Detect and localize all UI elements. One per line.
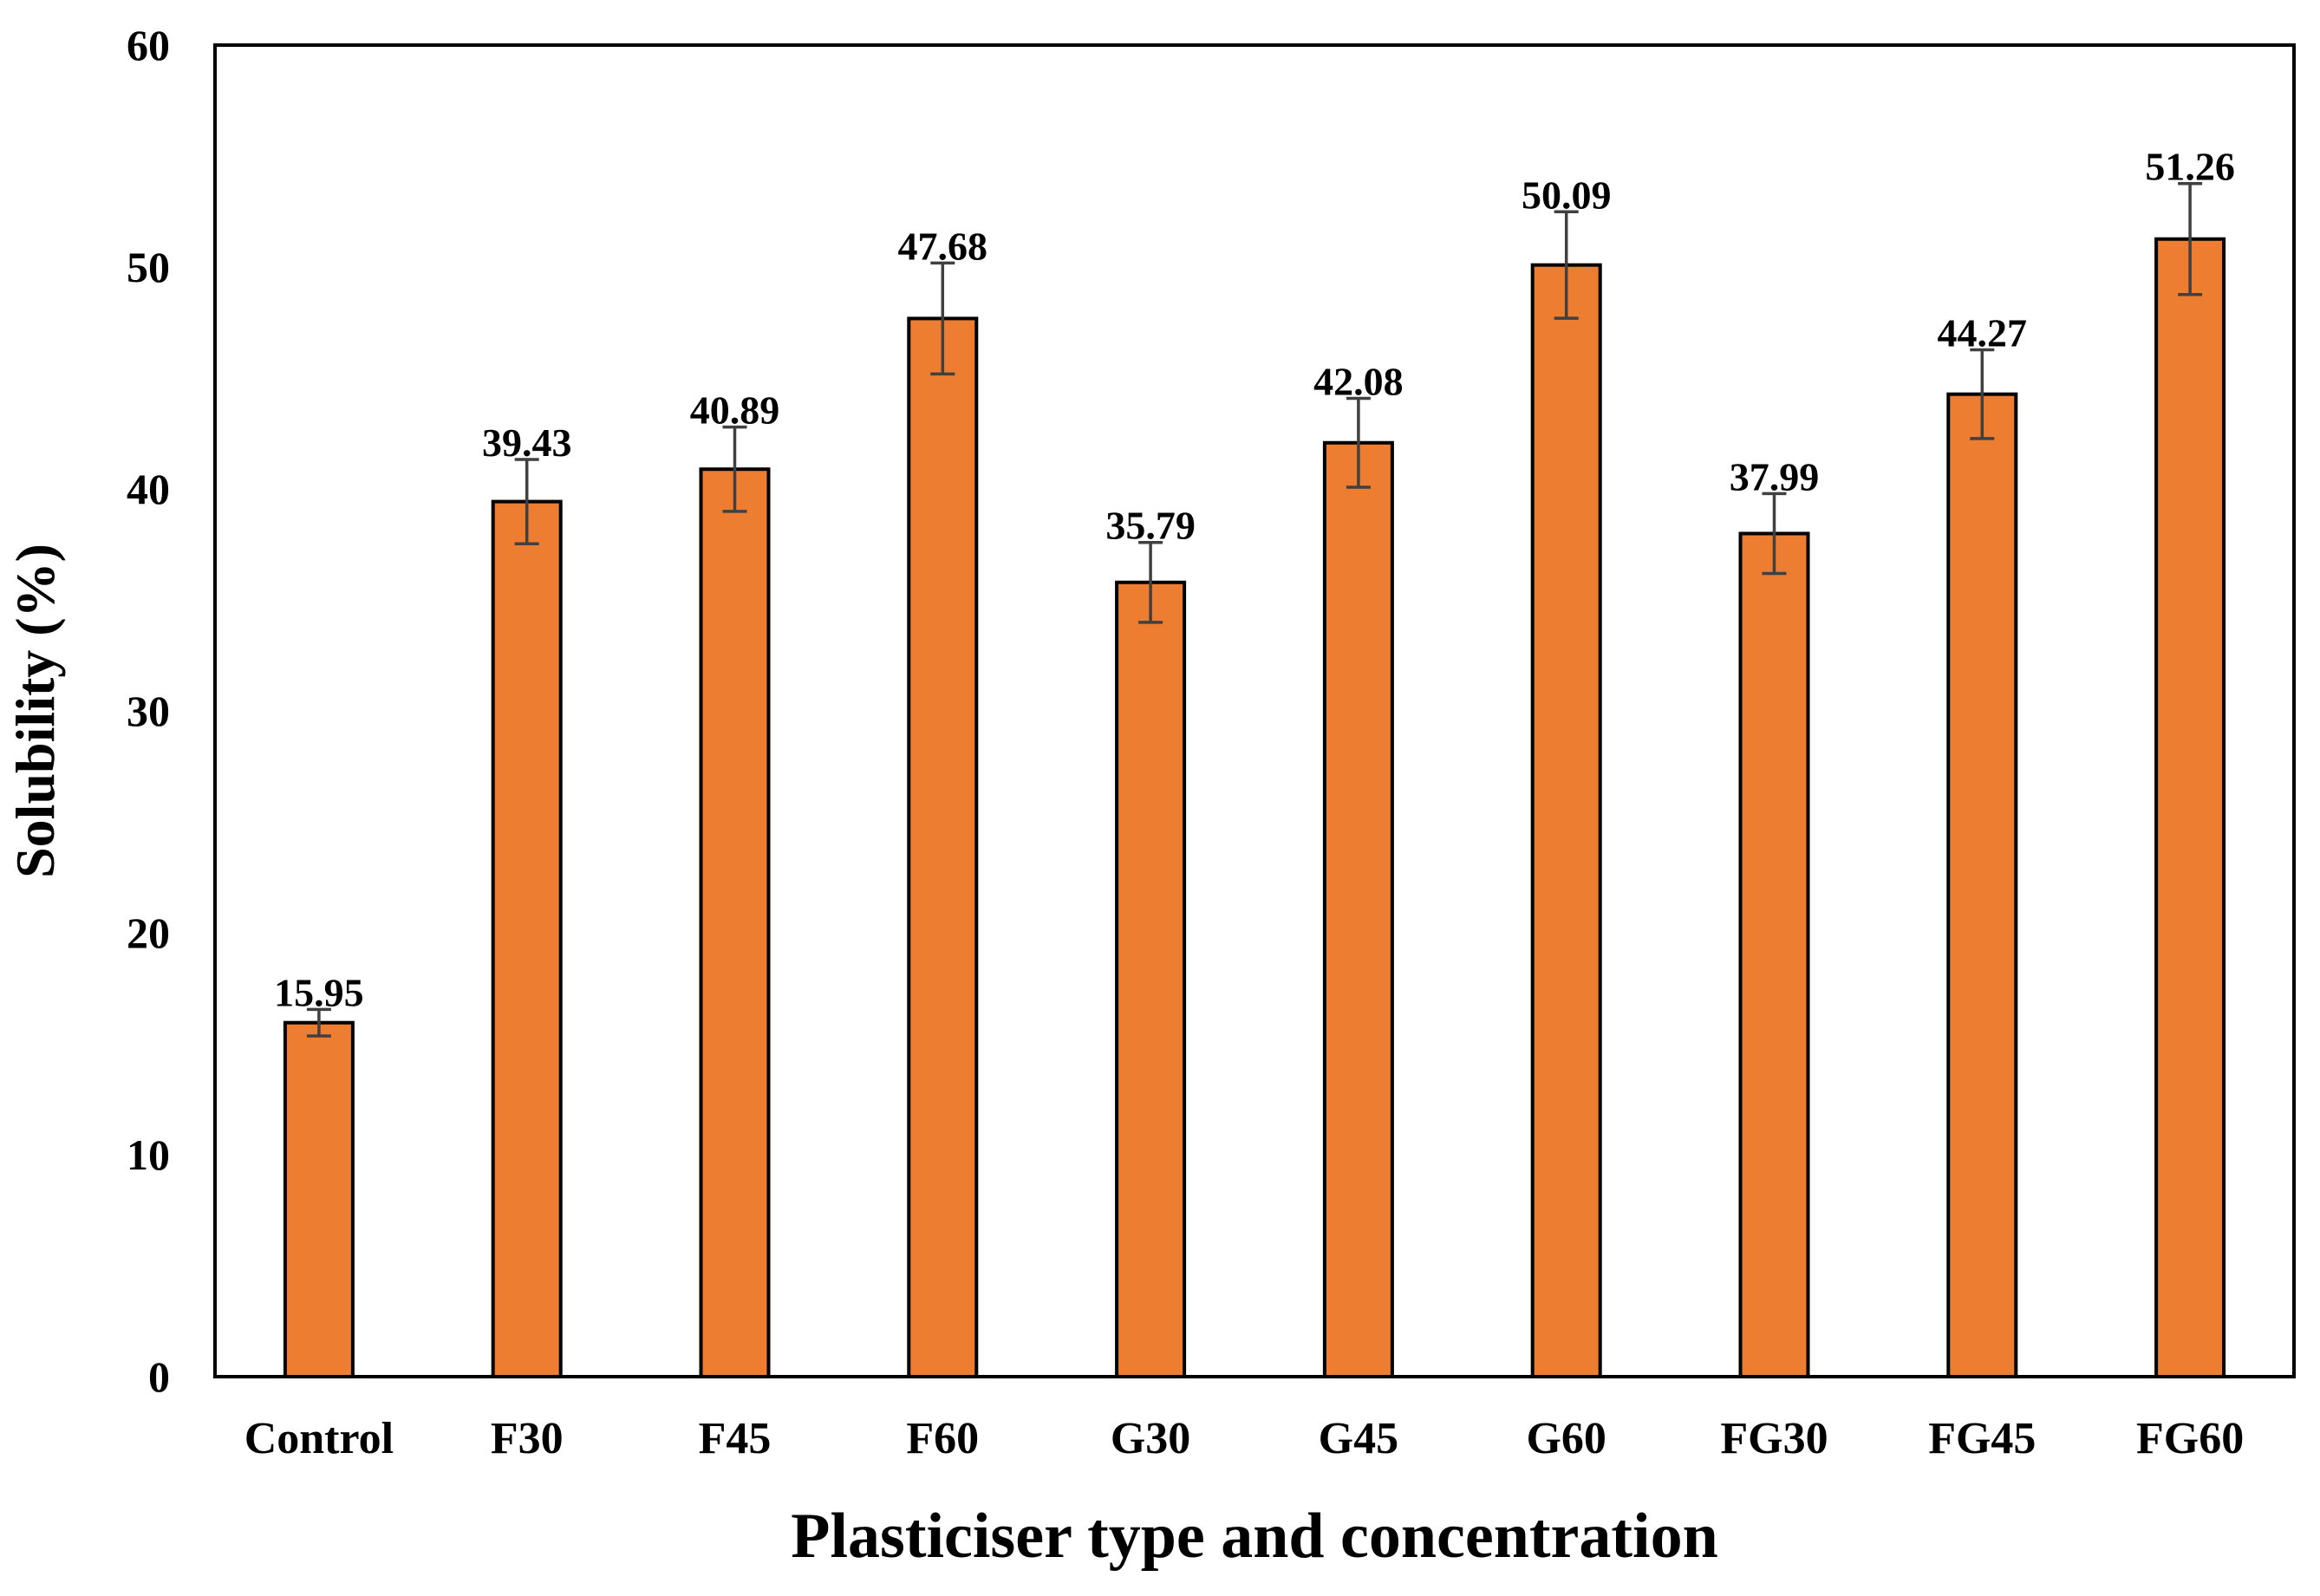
error-bar-fg60 (2178, 181, 2203, 296)
x-axis-labels: Control F30 F45 F60 G30 G45 G60 FG30 FG45 FG60 (244, 1414, 2245, 1463)
y-tick-label: 40 (127, 465, 170, 513)
y-tick-label: 50 (127, 243, 170, 291)
bar-fg30 (1738, 531, 1810, 1378)
bar-g30 (1115, 580, 1187, 1378)
data-label-fg45: 44.27 (1938, 310, 2028, 355)
x-tick-label-g45: G45 (1319, 1414, 1398, 1463)
data-label-fg30: 37.99 (1730, 454, 1820, 498)
plot-frame (213, 43, 2296, 1378)
x-tick-label-fg45: FG45 (1928, 1414, 2036, 1463)
error-bar-f30 (514, 458, 539, 545)
data-label-g60: 50.09 (1522, 173, 1612, 217)
x-tick-label-fg60: FG60 (2136, 1414, 2244, 1463)
bar-f30 (491, 499, 563, 1378)
bar-f45 (699, 467, 771, 1379)
x-tick-label-f60: F60 (906, 1414, 979, 1463)
y-tick-label: 0 (148, 1352, 170, 1401)
bar-g60 (1530, 263, 1602, 1378)
data-label-g30: 35.79 (1105, 504, 1196, 548)
error-bar-g30 (1138, 540, 1163, 624)
x-tick-label-f30: F30 (491, 1414, 564, 1463)
bars-group (283, 237, 2226, 1379)
bar-control (283, 1020, 355, 1379)
error-bar-g60 (1554, 210, 1579, 320)
x-tick-label-control: Control (244, 1414, 394, 1463)
error-bar-g45 (1346, 396, 1371, 489)
error-bar-f45 (722, 425, 747, 513)
error-bar-f60 (930, 261, 955, 376)
data-label-fg60: 51.26 (2145, 145, 2235, 189)
data-label-f60: 47.68 (898, 224, 988, 268)
y-tick-label: 30 (127, 687, 170, 735)
data-label-g45: 42.08 (1313, 360, 1404, 404)
y-tick-label: 20 (127, 909, 170, 957)
y-tick-label: 60 (127, 21, 170, 69)
data-label-control: 15.95 (274, 970, 364, 1014)
data-labels-group: 15.95 39.43 40.89 47.68 35.79 42.08 50.09 37.99… (274, 145, 2235, 1015)
error-bar-control (306, 1007, 331, 1038)
bar-f60 (907, 316, 979, 1379)
data-label-f45: 40.89 (690, 388, 780, 433)
x-tick-label-fg30: FG30 (1720, 1414, 1828, 1463)
data-label-f30: 39.43 (482, 420, 572, 465)
x-axis-title: Plasticiser type and concentration (791, 1501, 1717, 1572)
bar-fg45 (1946, 392, 2018, 1378)
y-axis-title: Solubility (%) (4, 544, 66, 878)
error-bar-fg45 (1970, 348, 1995, 440)
x-tick-label-g30: G30 (1111, 1414, 1190, 1463)
bar-fg60 (2154, 237, 2226, 1378)
error-bar-fg30 (1762, 492, 1787, 576)
y-axis-ticks: 0 10 20 30 40 50 60 (127, 21, 170, 1401)
x-tick-label-g60: G60 (1526, 1414, 1606, 1463)
y-tick-label: 10 (127, 1130, 170, 1179)
x-tick-label-f45: F45 (699, 1414, 772, 1463)
bar-g45 (1322, 440, 1394, 1379)
error-bars-group (306, 181, 2203, 1038)
